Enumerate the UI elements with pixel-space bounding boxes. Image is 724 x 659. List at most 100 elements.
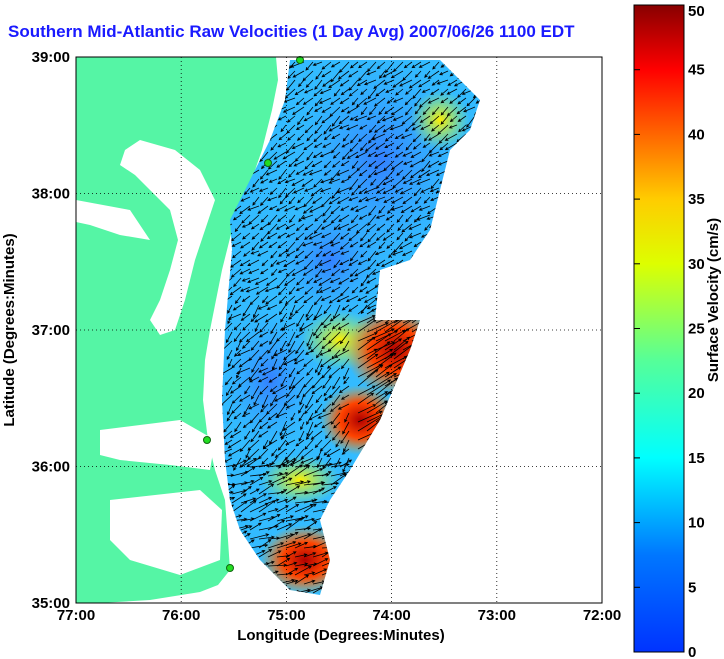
velocity-arrow <box>332 376 341 390</box>
velocity-arrow <box>358 70 368 82</box>
velocity-arrow <box>367 250 377 262</box>
velocity-arrow <box>375 341 396 351</box>
velocity-arrow <box>259 385 269 395</box>
velocity-arrow <box>351 97 359 106</box>
velocity-arrow <box>265 295 278 305</box>
velocity-arrow <box>349 268 359 278</box>
velocity-arrow <box>233 412 242 420</box>
velocity-arrow <box>323 322 332 328</box>
velocity-arrow <box>242 304 251 317</box>
velocity-arrow <box>375 373 397 387</box>
station-marker <box>203 436 211 444</box>
velocity-arrow <box>339 259 350 265</box>
velocity-arrow <box>330 205 341 215</box>
velocity-arrow <box>257 205 269 214</box>
velocity-arrow <box>311 385 323 395</box>
velocity-arrow <box>310 187 323 197</box>
velocity-arrow <box>313 295 323 306</box>
velocity-arrow <box>340 160 350 167</box>
velocity-arrow <box>382 178 395 185</box>
velocity-arrow <box>321 486 337 495</box>
velocity-arrow <box>250 250 260 255</box>
velocity-arrow <box>230 268 242 278</box>
velocity-arrow <box>349 241 359 248</box>
velocity-arrow <box>286 250 296 257</box>
velocity-arrow <box>280 313 287 323</box>
velocity-arrow <box>276 498 289 504</box>
station-marker <box>296 56 304 64</box>
velocity-arrow <box>294 574 310 585</box>
velocity-arrow <box>292 187 305 194</box>
velocity-arrow <box>227 304 233 314</box>
velocity-arrow <box>258 539 272 549</box>
velocity-arrow <box>276 460 290 468</box>
velocity-arrow <box>346 124 359 131</box>
velocity-arrow <box>308 169 323 176</box>
velocity-arrow <box>350 214 359 224</box>
velocity-arrow <box>314 124 323 135</box>
velocity-arrow <box>295 259 305 265</box>
velocity-arrow <box>358 169 368 177</box>
velocity-arrow <box>304 187 314 192</box>
velocity-arrow <box>240 500 257 513</box>
velocity-arrow <box>440 88 449 96</box>
velocity-arrow <box>257 304 269 310</box>
velocity-arrow <box>331 322 341 330</box>
velocity-arrow <box>229 385 242 394</box>
velocity-arrow <box>234 223 242 233</box>
velocity-arrow <box>371 133 386 141</box>
velocity-arrow <box>367 88 377 100</box>
velocity-arrow <box>267 412 278 421</box>
velocity-arrow <box>292 70 305 78</box>
velocity-arrow <box>376 223 386 231</box>
velocity-arrow <box>430 88 440 96</box>
velocity-arrow <box>278 169 287 180</box>
velocity-arrow <box>285 567 299 576</box>
velocity-arrow <box>385 169 395 181</box>
velocity-arrow <box>331 133 341 139</box>
velocity-arrow <box>449 115 458 123</box>
velocity-arrow <box>351 286 359 294</box>
velocity-arrow <box>311 160 323 168</box>
velocity-arrow <box>311 376 323 389</box>
velocity-arrow <box>295 169 305 175</box>
velocity-arrow <box>306 151 314 161</box>
velocity-arrow <box>366 61 377 73</box>
velocity-arrow <box>368 106 377 116</box>
velocity-arrow <box>358 61 368 69</box>
velocity-arrow <box>260 232 269 242</box>
velocity-arrow <box>290 412 296 421</box>
velocity-arrow <box>414 70 422 78</box>
velocity-arrow <box>364 142 377 152</box>
velocity-arrow <box>360 88 368 95</box>
velocity-arrow <box>358 214 368 220</box>
velocity-arrow <box>367 259 377 271</box>
velocity-arrow <box>382 232 395 241</box>
velocity-arrow <box>439 142 449 151</box>
velocity-arrow <box>297 196 305 204</box>
velocity-arrow <box>444 142 458 151</box>
velocity-arrow <box>239 286 251 292</box>
velocity-arrow <box>341 448 350 455</box>
velocity-arrow <box>328 196 341 205</box>
velocity-arrow <box>266 421 278 429</box>
velocity-arrow <box>392 79 404 88</box>
velocity-arrow <box>405 142 413 151</box>
velocity-arrow <box>410 205 422 213</box>
velocity-arrow <box>271 358 278 371</box>
velocity-arrow <box>319 241 332 249</box>
velocity-arrow <box>248 268 260 274</box>
velocity-arrow <box>366 341 391 360</box>
velocity-arrow <box>304 232 314 240</box>
velocity-arrow <box>224 376 233 386</box>
velocity-arrow <box>303 142 314 151</box>
velocity-arrow <box>358 196 368 203</box>
velocity-arrow <box>286 79 296 91</box>
velocity-arrow <box>294 304 305 314</box>
velocity-arrow <box>305 61 314 71</box>
velocity-arrow <box>366 371 390 387</box>
velocity-arrow <box>247 277 260 283</box>
velocity-arrow <box>416 214 431 221</box>
velocity-arrow <box>409 160 422 168</box>
velocity-arrow <box>321 70 332 78</box>
